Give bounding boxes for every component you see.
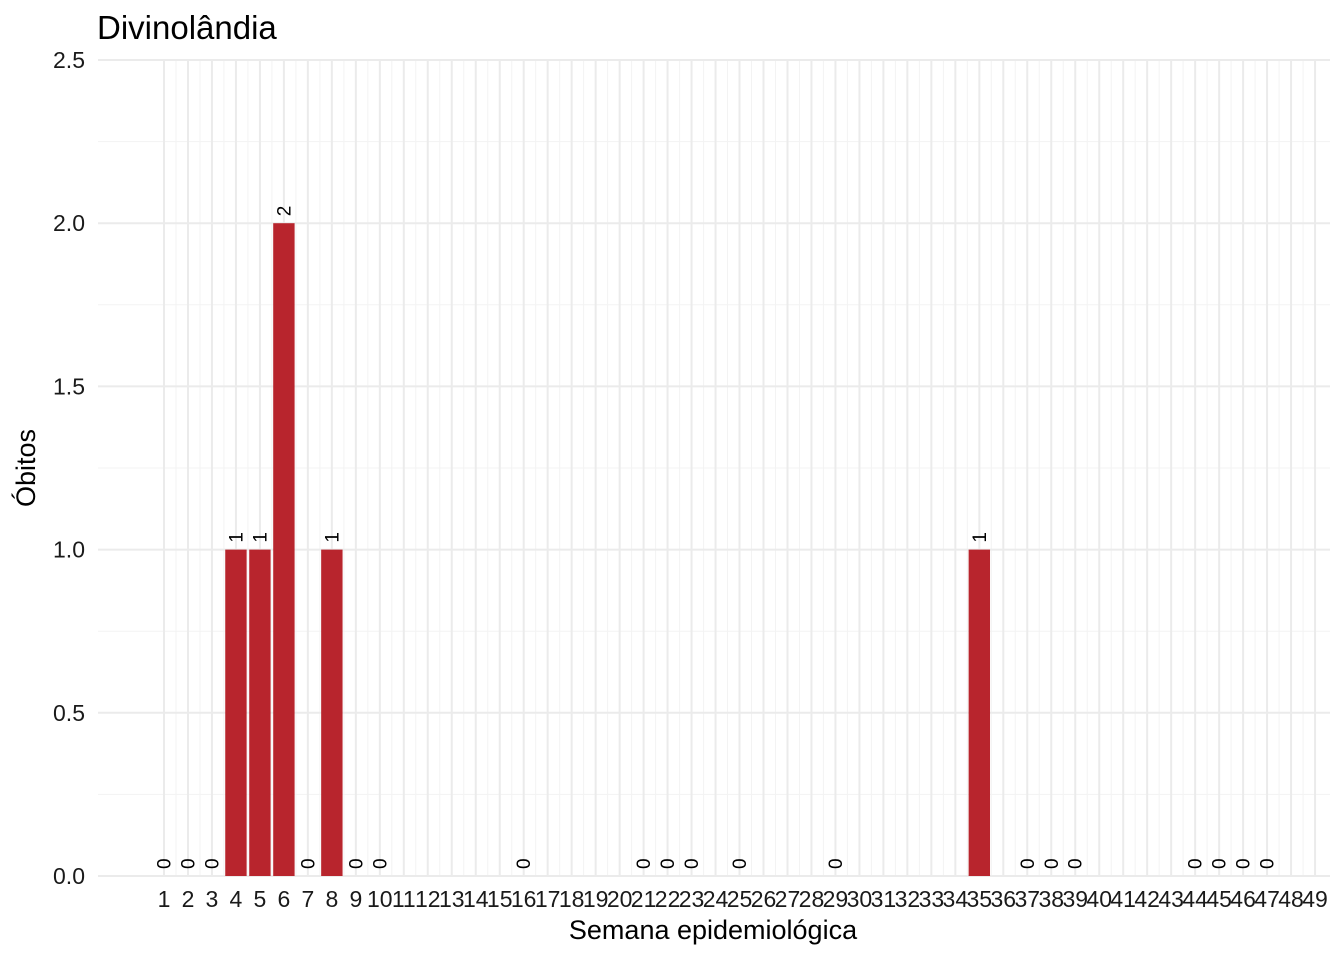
x-tick-label: 11 [392,886,416,912]
x-axis-title: Semana epidemiológica [569,915,858,945]
x-tick-label: 20 [607,886,633,912]
x-tick-label: 36 [991,886,1017,912]
x-tick-label: 35 [967,886,993,912]
x-tick-label: 39 [1062,886,1088,912]
data-label: 1 [226,532,247,543]
x-tick-label: 22 [655,886,681,912]
x-tick-label: 21 [631,886,657,912]
y-tick-label: 2.5 [53,47,85,73]
y-tick-label: 0.0 [53,863,85,889]
x-tick-label: 37 [1014,886,1040,912]
x-tick-label: 46 [1230,886,1256,912]
y-tick-label: 1.0 [53,537,85,563]
data-label: 0 [1258,858,1279,869]
x-tick-label: 48 [1278,886,1304,912]
x-tick-label: 27 [775,886,801,912]
data-label: 0 [155,858,176,869]
data-label: 0 [1234,858,1255,869]
data-label: 0 [1186,858,1207,869]
x-tick-label: 47 [1254,886,1280,912]
data-label: 0 [634,858,655,869]
bar [321,549,343,876]
x-tick-label: 7 [301,886,314,912]
x-tick-label: 16 [511,886,537,912]
data-label: 1 [250,532,271,543]
x-tick-label: 38 [1038,886,1064,912]
x-tick-label: 45 [1206,886,1232,912]
data-label: 0 [370,858,391,869]
x-tick-label: 4 [230,886,243,912]
y-tick-label: 2.0 [53,210,85,236]
y-axis-title: Óbitos [10,429,41,507]
x-tick-label: 31 [871,886,897,912]
data-label: 0 [1066,858,1087,869]
x-tick-label: 28 [799,886,825,912]
x-tick-label: 29 [823,886,849,912]
bars [225,223,991,876]
grid [98,59,1330,877]
chart-title: Divinolândia [97,9,277,46]
x-tick-label: 17 [535,886,561,912]
x-tick-label: 18 [559,886,585,912]
x-tick-label: 25 [727,886,753,912]
data-label: 0 [1018,858,1039,869]
data-label: 0 [730,858,751,869]
bar [273,223,295,876]
x-tick-label: 19 [583,886,609,912]
x-tick-label: 34 [943,886,969,912]
x-tick-label: 32 [895,886,921,912]
data-label: 0 [178,858,199,869]
y-tick-label: 1.5 [53,373,85,399]
y-axis-ticks: 0.0 0.5 1.0 1.5 2.0 2.5 [53,47,85,889]
x-tick-label: 10 [367,886,393,912]
data-label: 1 [970,532,991,543]
data-label: 0 [1042,858,1063,869]
x-tick-label: 8 [325,886,338,912]
bar [968,549,991,876]
x-tick-label: 43 [1158,886,1184,912]
x-axis-ticks: 1 2 3 4 5 6 7 8 9 10 11 121314151617181920212223242… [158,886,1328,912]
x-tick-label: 49 [1302,886,1328,912]
x-tick-label: 26 [751,886,777,912]
data-label: 0 [202,858,223,869]
x-tick-label: 5 [254,886,267,912]
data-label: 2 [274,206,295,217]
bar [225,549,247,876]
x-tick-label: 14 [463,886,489,912]
x-tick-label: 13 [439,886,465,912]
data-label: 0 [1210,858,1231,869]
x-tick-label: 40 [1086,886,1112,912]
x-tick-label: 41 [1110,886,1136,912]
x-tick-label: 15 [487,886,513,912]
y-tick-label: 0.5 [53,700,85,726]
data-label: 0 [682,858,703,869]
data-label: 0 [298,858,319,869]
data-label: 0 [658,858,679,869]
x-tick-label: 6 [278,886,291,912]
bar [249,549,271,876]
x-tick-label: 2 [182,886,195,912]
x-tick-label: 44 [1182,886,1208,912]
data-label: 1 [322,532,343,543]
x-tick-label: 42 [1134,886,1160,912]
x-tick-label: 23 [679,886,705,912]
x-tick-label: 24 [703,886,729,912]
x-tick-label: 30 [847,886,873,912]
x-tick-label: 12 [415,886,441,912]
data-label: 0 [346,858,367,869]
x-tick-label: 9 [349,886,362,912]
data-label: 0 [514,858,535,869]
x-tick-label: 1 [158,886,171,912]
x-tick-label: 3 [206,886,219,912]
data-label: 0 [826,858,847,869]
x-tick-label: 33 [919,886,945,912]
